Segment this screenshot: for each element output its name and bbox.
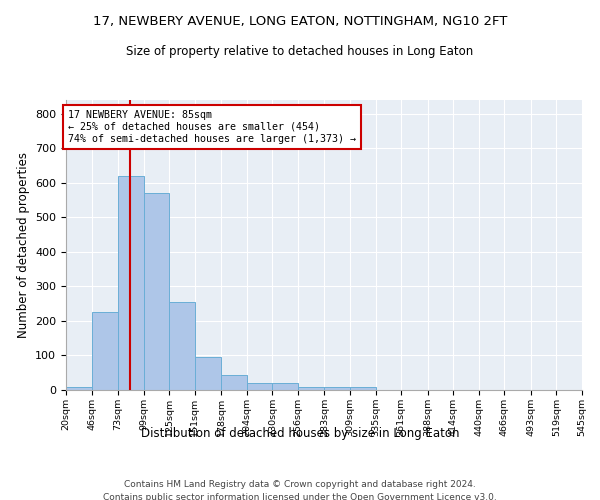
Bar	[272, 383, 298, 390]
Text: 17, NEWBERY AVENUE, LONG EATON, NOTTINGHAM, NG10 2FT: 17, NEWBERY AVENUE, LONG EATON, NOTTINGH…	[93, 15, 507, 28]
Bar	[195, 356, 221, 390]
Text: Contains public sector information licensed under the Open Government Licence v3: Contains public sector information licen…	[103, 492, 497, 500]
Bar	[247, 383, 272, 390]
Bar	[66, 386, 92, 390]
Bar	[169, 302, 195, 390]
Bar	[221, 375, 247, 390]
Bar	[298, 386, 325, 390]
Bar	[118, 176, 143, 390]
Text: Size of property relative to detached houses in Long Eaton: Size of property relative to detached ho…	[127, 45, 473, 58]
Bar	[143, 193, 169, 390]
Text: Contains HM Land Registry data © Crown copyright and database right 2024.: Contains HM Land Registry data © Crown c…	[124, 480, 476, 489]
Text: 17 NEWBERY AVENUE: 85sqm
← 25% of detached houses are smaller (454)
74% of semi-: 17 NEWBERY AVENUE: 85sqm ← 25% of detach…	[68, 110, 356, 144]
Bar	[325, 387, 350, 390]
Bar	[350, 387, 376, 390]
Text: Distribution of detached houses by size in Long Eaton: Distribution of detached houses by size …	[141, 428, 459, 440]
Y-axis label: Number of detached properties: Number of detached properties	[17, 152, 29, 338]
Bar	[92, 312, 118, 390]
